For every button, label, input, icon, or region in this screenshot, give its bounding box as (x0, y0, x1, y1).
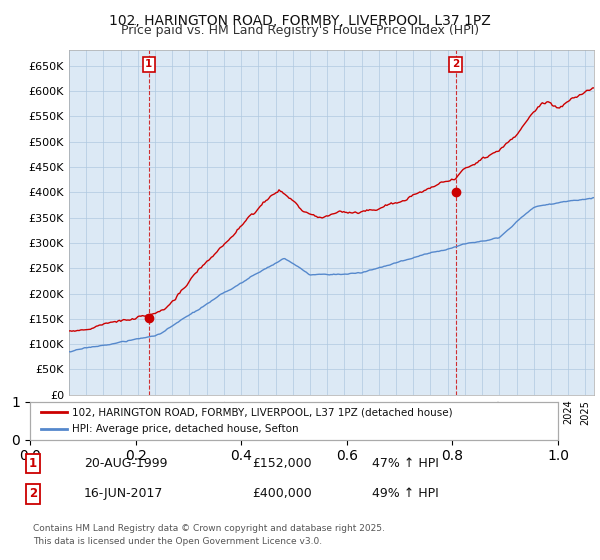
Text: 102, HARINGTON ROAD, FORMBY, LIVERPOOL, L37 1PZ (detached house): 102, HARINGTON ROAD, FORMBY, LIVERPOOL, … (72, 407, 453, 417)
Text: 49% ↑ HPI: 49% ↑ HPI (372, 487, 439, 501)
Text: Price paid vs. HM Land Registry's House Price Index (HPI): Price paid vs. HM Land Registry's House … (121, 24, 479, 36)
Text: £400,000: £400,000 (252, 487, 312, 501)
Text: Contains HM Land Registry data © Crown copyright and database right 2025.
This d: Contains HM Land Registry data © Crown c… (33, 524, 385, 545)
Text: HPI: Average price, detached house, Sefton: HPI: Average price, detached house, Seft… (72, 424, 299, 434)
Text: 20-AUG-1999: 20-AUG-1999 (84, 457, 167, 470)
Text: 102, HARINGTON ROAD, FORMBY, LIVERPOOL, L37 1PZ: 102, HARINGTON ROAD, FORMBY, LIVERPOOL, … (109, 14, 491, 28)
Text: 1: 1 (29, 457, 37, 470)
Text: 2: 2 (29, 487, 37, 501)
Text: £152,000: £152,000 (252, 457, 311, 470)
Text: 47% ↑ HPI: 47% ↑ HPI (372, 457, 439, 470)
Text: 2: 2 (452, 59, 459, 69)
Text: 16-JUN-2017: 16-JUN-2017 (84, 487, 163, 501)
Text: 1: 1 (145, 59, 152, 69)
